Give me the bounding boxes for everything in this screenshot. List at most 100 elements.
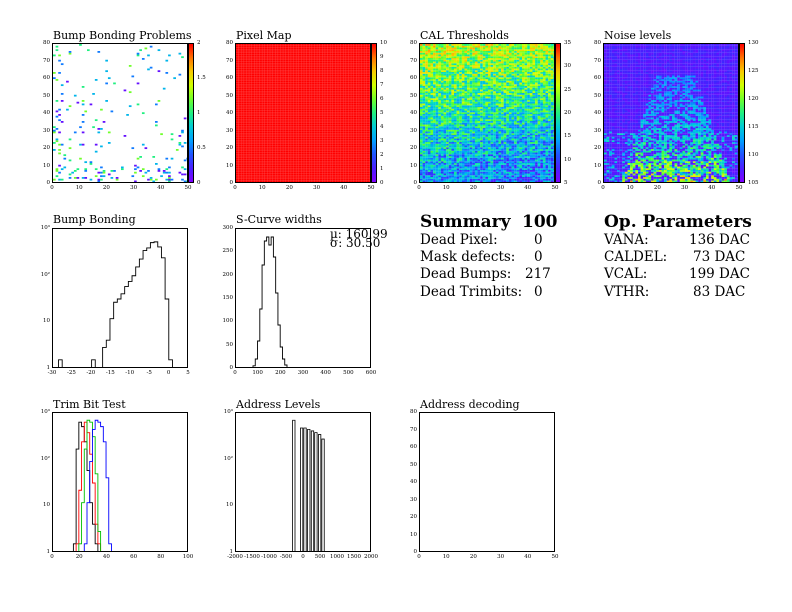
- heatmap-cell: [553, 56, 554, 59]
- heatmap-cell: [459, 89, 462, 92]
- heatmap-cell: [611, 47, 615, 50]
- heatmap-cell: [427, 65, 431, 67]
- heatmap-cell: [545, 72, 549, 74]
- heatmap-cell: [422, 82, 426, 85]
- heatmap-cell: [461, 68, 465, 71]
- heatmap-cell: [474, 47, 478, 50]
- heatmap-cell: [514, 119, 517, 122]
- heatmap-cell: [420, 86, 423, 88]
- heatmap-cell: [443, 133, 447, 136]
- heatmap-cell: [420, 152, 423, 155]
- heatmap-cell: [443, 63, 447, 66]
- heatmap-cell: [617, 136, 620, 139]
- heatmap-cell: [459, 91, 462, 94]
- heatmap-cell: [467, 175, 470, 178]
- heatmap-cell: [527, 119, 530, 122]
- heatmap-cell: [433, 84, 436, 87]
- heatmap-cell: [609, 133, 612, 136]
- heatmap-cell: [550, 52, 554, 55]
- heatmap-cell: [535, 91, 538, 94]
- heatmap-cell: [501, 143, 504, 146]
- heatmap-cell: [461, 86, 465, 88]
- heatmap-cell: [606, 56, 610, 59]
- heatmap-cell: [540, 54, 543, 57]
- heatmap-cell: [68, 51, 72, 53]
- heatmap-cell: [501, 59, 504, 62]
- heatmap-cell: [149, 66, 153, 69]
- heatmap-cell: [498, 105, 502, 108]
- heatmap-cell: [529, 56, 533, 59]
- heatmap-cell: [614, 86, 618, 88]
- heatmap-cell: [553, 93, 554, 95]
- heatmap-cell: [519, 154, 523, 157]
- heatmap-cell: [474, 73, 478, 76]
- heatmap-cell: [443, 77, 447, 80]
- heatmap-cell: [498, 152, 502, 155]
- heatmap-cell: [498, 114, 502, 116]
- heatmap-cell: [482, 128, 486, 130]
- heatmap-cell: [446, 98, 449, 101]
- heatmap-cell: [435, 108, 439, 111]
- heatmap-cell: [527, 115, 530, 118]
- heatmap-cell: [443, 96, 447, 99]
- heatmap-cell: [448, 161, 452, 164]
- heatmap-cell: [440, 73, 444, 76]
- heatmap-cell: [480, 58, 483, 60]
- heatmap-cell: [498, 79, 502, 81]
- heatmap-cell: [446, 149, 449, 151]
- heatmap-cell: [420, 115, 423, 118]
- heatmap-cell: [459, 80, 462, 83]
- heatmap-cell: [553, 107, 554, 109]
- heatmap-cell: [469, 150, 473, 153]
- heatmap-cell: [456, 119, 460, 122]
- heatmap-cell: [553, 82, 554, 85]
- heatmap-cell: [511, 107, 515, 109]
- heatmap-cell: [454, 145, 457, 148]
- heatmap-cell: [498, 168, 502, 171]
- heatmap-cell: [537, 79, 541, 81]
- heatmap-cell: [446, 143, 449, 146]
- heatmap-cell: [456, 150, 460, 153]
- heatmap-cell: [501, 61, 504, 64]
- heatmap-cell: [609, 91, 612, 94]
- heatmap-cell: [430, 142, 434, 144]
- heatmap-cell: [477, 54, 481, 57]
- heatmap-cell: [604, 72, 607, 74]
- heatmap-cell: [609, 72, 612, 74]
- heatmap-cell: [461, 170, 465, 172]
- heatmap-cell: [604, 52, 607, 55]
- heatmap-cell: [511, 94, 515, 97]
- heatmap-cell: [422, 58, 426, 60]
- heatmap-cell: [604, 166, 607, 169]
- heatmap-cell: [451, 49, 455, 52]
- heatmap-cell: [430, 68, 434, 71]
- heatmap-cell: [495, 82, 499, 85]
- heatmap-cell: [548, 168, 551, 171]
- heatmap-cell: [485, 136, 489, 139]
- heatmap-cell: [545, 161, 549, 164]
- heatmap-cell: [425, 70, 428, 73]
- heatmap-cell: [435, 147, 439, 150]
- heatmap-cell: [609, 140, 612, 143]
- heatmap-cell: [553, 103, 554, 106]
- heatmap-cell: [454, 110, 457, 113]
- heatmap-cell: [461, 51, 465, 53]
- heatmap-cell: [493, 100, 496, 102]
- heatmap-cell: [456, 66, 460, 69]
- heatmap-cell: [540, 152, 543, 155]
- heatmap-cell: [456, 107, 460, 109]
- heatmap-cell: [535, 101, 538, 104]
- heatmap-cell: [464, 156, 468, 158]
- heatmap-cell: [472, 56, 475, 59]
- heatmap-cell: [611, 121, 615, 123]
- heatmap-cell: [548, 58, 551, 60]
- heatmap-cell: [532, 59, 536, 62]
- heatmap-cell: [606, 163, 610, 165]
- heatmap-cell: [611, 138, 615, 141]
- heatmap-cell: [68, 147, 72, 150]
- heatmap-cell: [550, 150, 554, 153]
- heatmap-cell: [454, 100, 457, 102]
- heatmap-cell: [422, 52, 426, 55]
- heatmap-cell: [514, 105, 517, 108]
- heatmap-cell: [110, 170, 114, 172]
